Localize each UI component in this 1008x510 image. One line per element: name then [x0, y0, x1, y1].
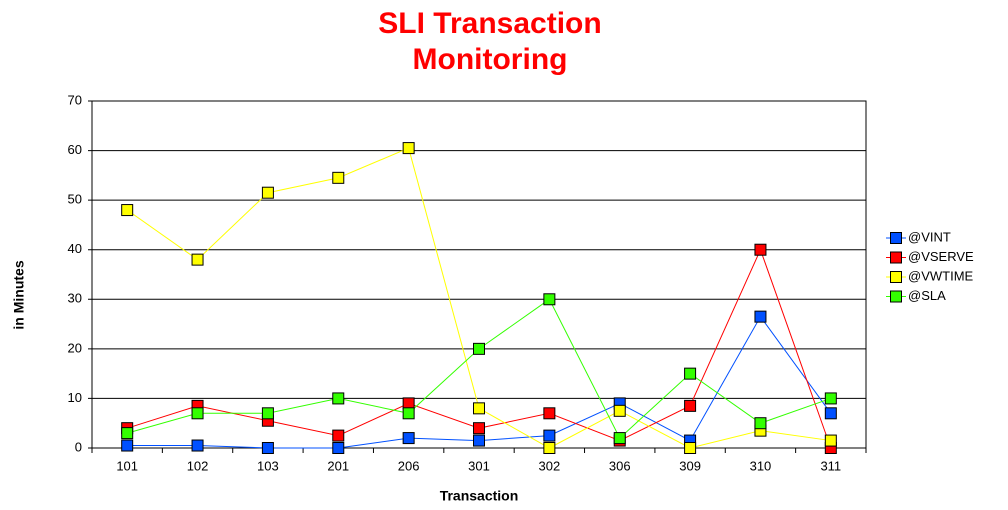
data-point: [824, 434, 837, 447]
y-tick-label: 20: [68, 340, 82, 355]
data-point: [191, 407, 204, 420]
legend-swatch: [890, 232, 902, 244]
x-tick-label: 102: [187, 458, 209, 473]
legend-label: @SLA: [908, 288, 946, 303]
x-tick-label: 311: [820, 458, 841, 473]
data-point: [473, 434, 485, 447]
legend-label: @VINT: [908, 229, 951, 244]
data-point: [332, 429, 345, 442]
data-point: [754, 310, 767, 323]
data-point: [402, 142, 415, 155]
data-point: [473, 402, 485, 415]
data-point: [261, 186, 274, 199]
y-axis-title: in Minutes: [11, 260, 27, 329]
legend-swatch: [890, 251, 902, 264]
data-point: [684, 367, 697, 380]
data-point: [613, 404, 626, 417]
data-point: [473, 342, 485, 355]
x-tick-label: 302: [539, 458, 561, 473]
x-tick-label: 206: [398, 458, 420, 473]
legend-swatch: [890, 290, 902, 303]
data-point: [754, 243, 767, 256]
data-point: [824, 407, 837, 420]
series-line: [127, 298, 831, 439]
data-point: [402, 407, 415, 420]
y-tick-label: 40: [68, 241, 82, 256]
legend-swatch: [890, 271, 902, 283]
data-point: [754, 417, 767, 430]
data-point: [613, 432, 626, 445]
legend-label: @VWTIME: [908, 268, 974, 283]
data-point: [191, 253, 204, 266]
data-point: [402, 432, 415, 445]
y-tick-label: 60: [68, 142, 82, 157]
data-point: [191, 439, 204, 452]
data-point: [473, 422, 485, 435]
legend-label: @VSERVE: [908, 249, 974, 264]
data-point: [121, 427, 134, 440]
plot-frame: [91, 100, 867, 449]
x-tick-label: 101: [116, 458, 138, 473]
y-tick-label: 70: [68, 92, 82, 107]
y-tick-label: 50: [68, 192, 82, 207]
y-tick-label: 0: [75, 439, 82, 454]
x-tick-label: 201: [327, 458, 349, 473]
data-point: [543, 429, 556, 442]
x-tick-label: 309: [679, 458, 701, 473]
data-point: [824, 392, 837, 405]
y-tick-label: 30: [68, 291, 82, 306]
data-point: [332, 442, 345, 454]
y-tick-label: 10: [68, 390, 82, 405]
data-point: [332, 171, 345, 184]
data-point: [543, 442, 556, 454]
data-point: [121, 204, 134, 217]
x-tick-label: 306: [609, 458, 631, 473]
x-axis-title: Transaction: [440, 488, 519, 504]
data-point: [543, 407, 556, 420]
data-point: [332, 392, 345, 405]
x-tick-label: 103: [257, 458, 279, 473]
x-tick-label: 301: [468, 458, 490, 473]
data-point: [261, 407, 274, 420]
data-point: [261, 442, 274, 454]
data-point: [402, 397, 415, 410]
data-point: [684, 442, 697, 454]
chart-title: SLI Transaction Monitoring: [378, 7, 602, 76]
data-point: [684, 399, 697, 412]
data-point: [121, 439, 134, 452]
data-point: [543, 293, 556, 306]
x-tick-label: 310: [750, 458, 772, 473]
